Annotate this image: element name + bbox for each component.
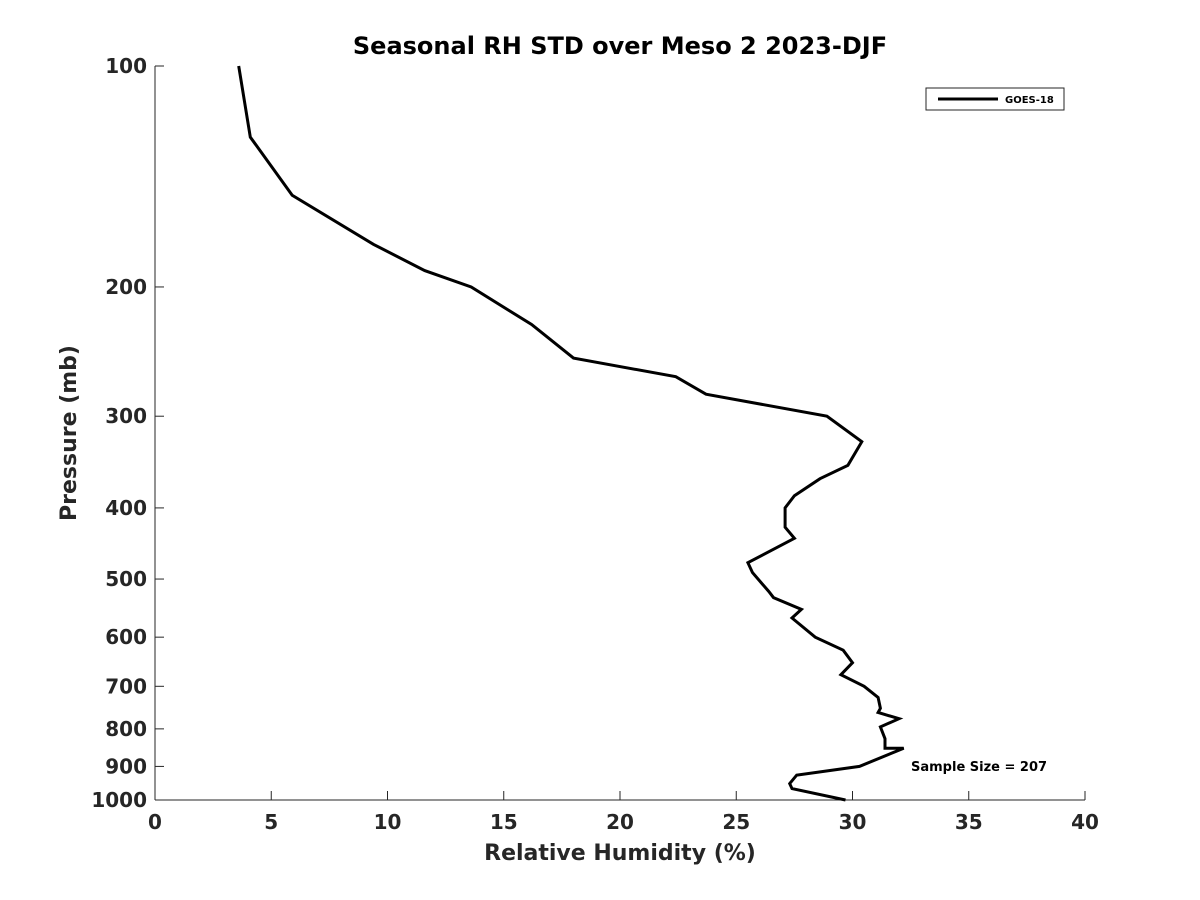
y-tick-label: 600 — [105, 625, 147, 649]
x-tick-label: 0 — [148, 810, 162, 834]
y-tick-label: 400 — [105, 496, 147, 520]
y-axis-label: Pressure (mb) — [57, 345, 82, 521]
y-tick-label: 900 — [105, 754, 147, 778]
x-tick-label: 30 — [839, 810, 867, 834]
y-tick-label: 100 — [105, 54, 147, 78]
x-tick-label: 40 — [1071, 810, 1099, 834]
y-ticks: 100 200 300 400 500 600 700 800 900 1000 — [91, 54, 164, 812]
y-tick-label: 700 — [105, 674, 147, 698]
x-tick-label: 15 — [490, 810, 518, 834]
chart-title: Seasonal RH STD over Meso 2 2023-DJF — [353, 32, 887, 60]
series-layer — [237, 65, 905, 802]
y-tick-label: 800 — [105, 717, 147, 741]
y-tick-label: 200 — [105, 275, 147, 299]
x-tick-label: 5 — [264, 810, 278, 834]
y-tick-label: 300 — [105, 404, 147, 428]
legend-label: GOES-18 — [1005, 95, 1054, 106]
x-ticks: 0 5 10 15 20 25 30 35 40 — [148, 791, 1099, 834]
x-tick-label: 25 — [722, 810, 750, 834]
legend: GOES-18 — [925, 87, 1065, 111]
x-axis-label: Relative Humidity (%) — [484, 841, 756, 866]
y-tick-label: 500 — [105, 567, 147, 591]
x-tick-label: 10 — [374, 810, 402, 834]
x-tick-label: 35 — [955, 810, 983, 834]
sample-size-annotation: Sample Size = 207 — [911, 760, 1047, 775]
series-line-goes-18 — [237, 65, 905, 802]
plot-area: 0 5 10 15 20 25 30 35 40 100 200 300 400 500 600 700 80… — [91, 54, 1099, 834]
x-tick-label: 20 — [606, 810, 634, 834]
y-tick-label: 1000 — [91, 788, 147, 812]
